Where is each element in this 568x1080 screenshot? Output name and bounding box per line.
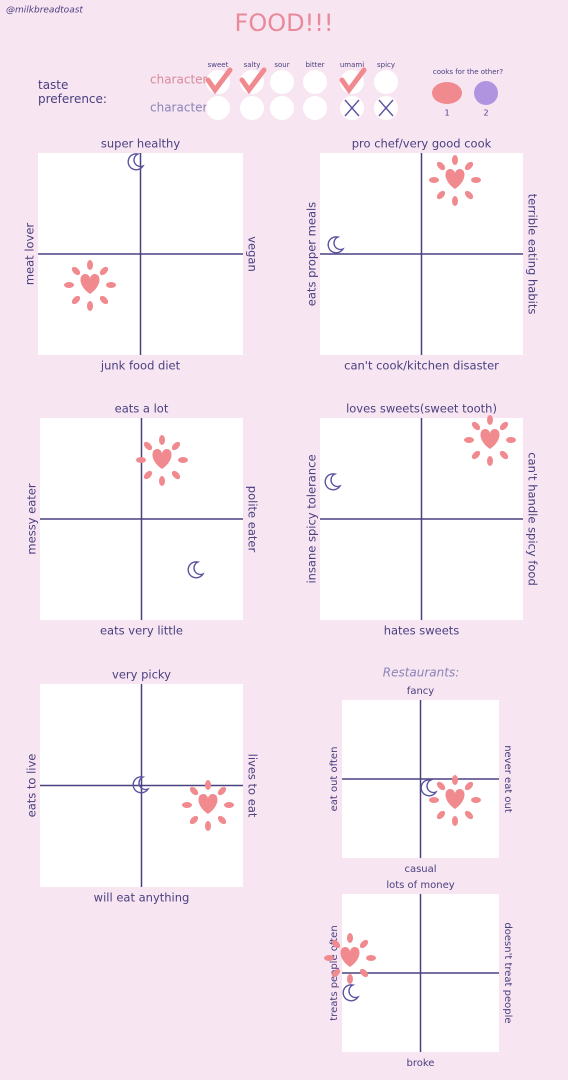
flavor-label: bitter (305, 61, 324, 69)
left-label: messy eater (25, 483, 39, 554)
cross (344, 99, 360, 117)
check (205, 67, 233, 95)
character-label: character 2 (150, 101, 219, 115)
flavor-label: umami (340, 61, 364, 69)
right-label: doesn't treat people (502, 922, 513, 1023)
top-label: eats a lot (115, 402, 169, 416)
cooks-label: cooks for the other? (433, 68, 504, 76)
right-label: never eat out (502, 745, 513, 813)
bottom-label: casual (404, 864, 436, 875)
choice-circle (270, 96, 294, 120)
choice-circle (206, 96, 230, 120)
top-label: lots of money (386, 880, 454, 891)
bottom-label: can't cook/kitchen disaster (344, 359, 499, 373)
left-label: meat lover (23, 223, 37, 286)
top-label: super healthy (101, 137, 180, 151)
left-label: eat out often (329, 747, 340, 812)
choice-circle (240, 96, 264, 120)
character-label: character 1 (150, 73, 219, 87)
watermark: @milkbreadtoast (6, 6, 83, 16)
top-label: fancy (407, 686, 434, 697)
left-label: insane spicy tolerance (305, 454, 319, 583)
right-label: terrible eating habits (526, 194, 540, 315)
option-label: 2 (483, 109, 488, 118)
left-label: eats to live (25, 754, 39, 818)
check (339, 67, 367, 95)
bottom-label: hates sweets (384, 624, 460, 638)
bottom-label: will eat anything (94, 891, 190, 905)
left-label: eats proper meals (305, 202, 319, 306)
option-marker (432, 82, 462, 104)
choice-circle (303, 70, 327, 94)
flavor-label: sweet (208, 61, 229, 69)
top-label: loves sweets(sweet tooth) (346, 402, 497, 416)
bottom-label: junk food diet (100, 359, 181, 373)
right-label: can't handle spicy food (526, 452, 540, 586)
flavor-label: spicy (377, 61, 395, 69)
right-label: vegan (246, 236, 260, 272)
top-label: pro chef/very good cook (352, 137, 492, 151)
restaurants-label: Restaurants: (383, 666, 460, 680)
bottom-label: eats very little (100, 624, 183, 638)
choice-circle (303, 96, 327, 120)
flavor-label: salty (244, 61, 261, 69)
check (239, 67, 267, 95)
right-label: lives to eat (246, 754, 260, 818)
bottom-label: broke (407, 1058, 435, 1069)
right-label: polite eater (246, 486, 260, 553)
taste-label: taste preference: (38, 78, 107, 106)
choice-circle (270, 70, 294, 94)
option-label: 1 (444, 109, 449, 118)
flavor-label: sour (274, 61, 289, 69)
cross (378, 99, 394, 117)
choice-circle (374, 70, 398, 94)
option-marker (474, 81, 498, 105)
title: FOOD!!! (235, 9, 334, 37)
top-label: very picky (112, 668, 171, 682)
